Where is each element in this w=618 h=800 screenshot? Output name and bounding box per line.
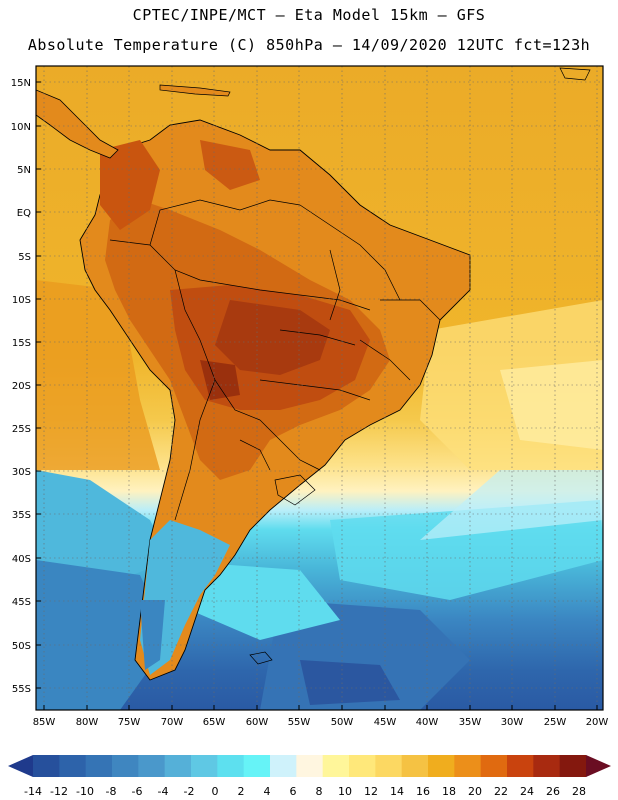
colorbar-label: 4 [264,785,271,798]
colorbar-cell [349,755,376,777]
colorbar-label: 26 [546,785,560,798]
colorbar: -14 -12 -10 -8 -6 -4 -2 0 2 4 6 8 10 12 … [8,755,611,798]
lon-label: 70W [161,717,184,728]
colorbar-cell [559,755,587,777]
colorbar-label: -12 [50,785,68,798]
colorbar-label: 28 [572,785,586,798]
colorbar-cell [33,755,60,777]
colorbar-label: -4 [158,785,169,798]
colorbar-cell [533,755,561,777]
longitude-labels: 85W 80W 75W 70W 65W 60W 55W 50W 45W 40W … [33,717,609,728]
colorbar-label: 0 [212,785,219,798]
lat-label: 40S [12,554,31,565]
lon-label: 60W [246,717,269,728]
axis-ticks [36,81,598,710]
colorbar-cell [428,755,455,777]
graticule [36,66,603,710]
lon-label: 40W [416,717,439,728]
colorbar-label: 12 [364,785,378,798]
map-frame [35,65,604,711]
colorbar-label: 2 [238,785,245,798]
colorbar-cell [375,755,403,777]
colorbar-label: 18 [442,785,456,798]
colorbar-cell [270,755,297,777]
lat-label: 20S [12,381,31,392]
lon-label: 35W [459,717,482,728]
colorbar-cell [243,755,271,777]
colorbar-label: 22 [494,785,508,798]
colorbar-label: 8 [316,785,323,798]
colorbar-label: -10 [76,785,94,798]
lon-label: 30W [501,717,524,728]
colorbar-cell [401,755,429,777]
lat-label: 15N [11,78,31,89]
map-subtitle: Absolute Temperature (C) 850hPa – 14/09/… [27,36,591,54]
colorbar-cell [138,755,166,777]
lon-label: 85W [33,717,56,728]
lon-label: 55W [288,717,311,728]
colorbar-label: 24 [520,785,534,798]
colorbar-labels: -14 -12 -10 -8 -6 -4 -2 0 2 4 6 8 10 12 … [24,785,586,798]
lat-label: 10S [12,295,31,306]
colorbar-label: 14 [390,785,404,798]
colorbar-cell [112,755,139,777]
colorbar-low-arrow [8,755,33,777]
lat-label: 5S [18,252,31,263]
colorbar-cell [59,755,87,777]
lat-label: EQ [17,208,31,219]
colorbar-cell [85,755,113,777]
colorbar-label: -6 [132,785,143,798]
lon-label: 25W [544,717,567,728]
lat-label: 10N [11,122,31,133]
colorbar-cell [480,755,508,777]
lat-label: 15S [12,338,31,349]
lat-label: 25S [12,424,31,435]
colorbar-cell [164,755,192,777]
colorbar-cell [217,755,245,777]
lon-label: 65W [203,717,226,728]
colorbar-label: 10 [338,785,352,798]
colorbar-label: -2 [184,785,195,798]
lon-label: 50W [331,717,354,728]
lat-label: 35S [12,510,31,521]
lat-label: 30S [12,467,31,478]
colorbar-cell [191,755,218,777]
latitude-labels: 15N 10N 5N EQ 5S 10S 15S 20S 25S 30S 35S… [11,78,31,695]
lat-label: 45S [12,597,31,608]
colorbar-label: -8 [106,785,117,798]
country-borders [109,199,441,521]
colorbar-cell [296,755,324,777]
colorbar-cell [322,755,350,777]
lat-label: 50S [12,641,31,652]
lat-label: 55S [12,684,31,695]
colorbar-label: 16 [416,785,430,798]
lon-label: 45W [374,717,397,728]
lon-label: 75W [118,717,141,728]
colorbar-cell [454,755,482,777]
colorbar-high-arrow [586,755,611,777]
colorbar-cell [507,755,534,777]
colorbar-cells [33,755,587,777]
lon-label: 80W [76,717,99,728]
colorbar-label: -14 [24,785,42,798]
map-title: CPTEC/INPE/MCT – Eta Model 15km – GFS [132,6,486,24]
lon-label: 20W [586,717,609,728]
colorbar-label: 6 [290,785,297,798]
map-field [36,66,603,710]
colorbar-label: 20 [468,785,482,798]
lat-label: 5N [17,165,31,176]
